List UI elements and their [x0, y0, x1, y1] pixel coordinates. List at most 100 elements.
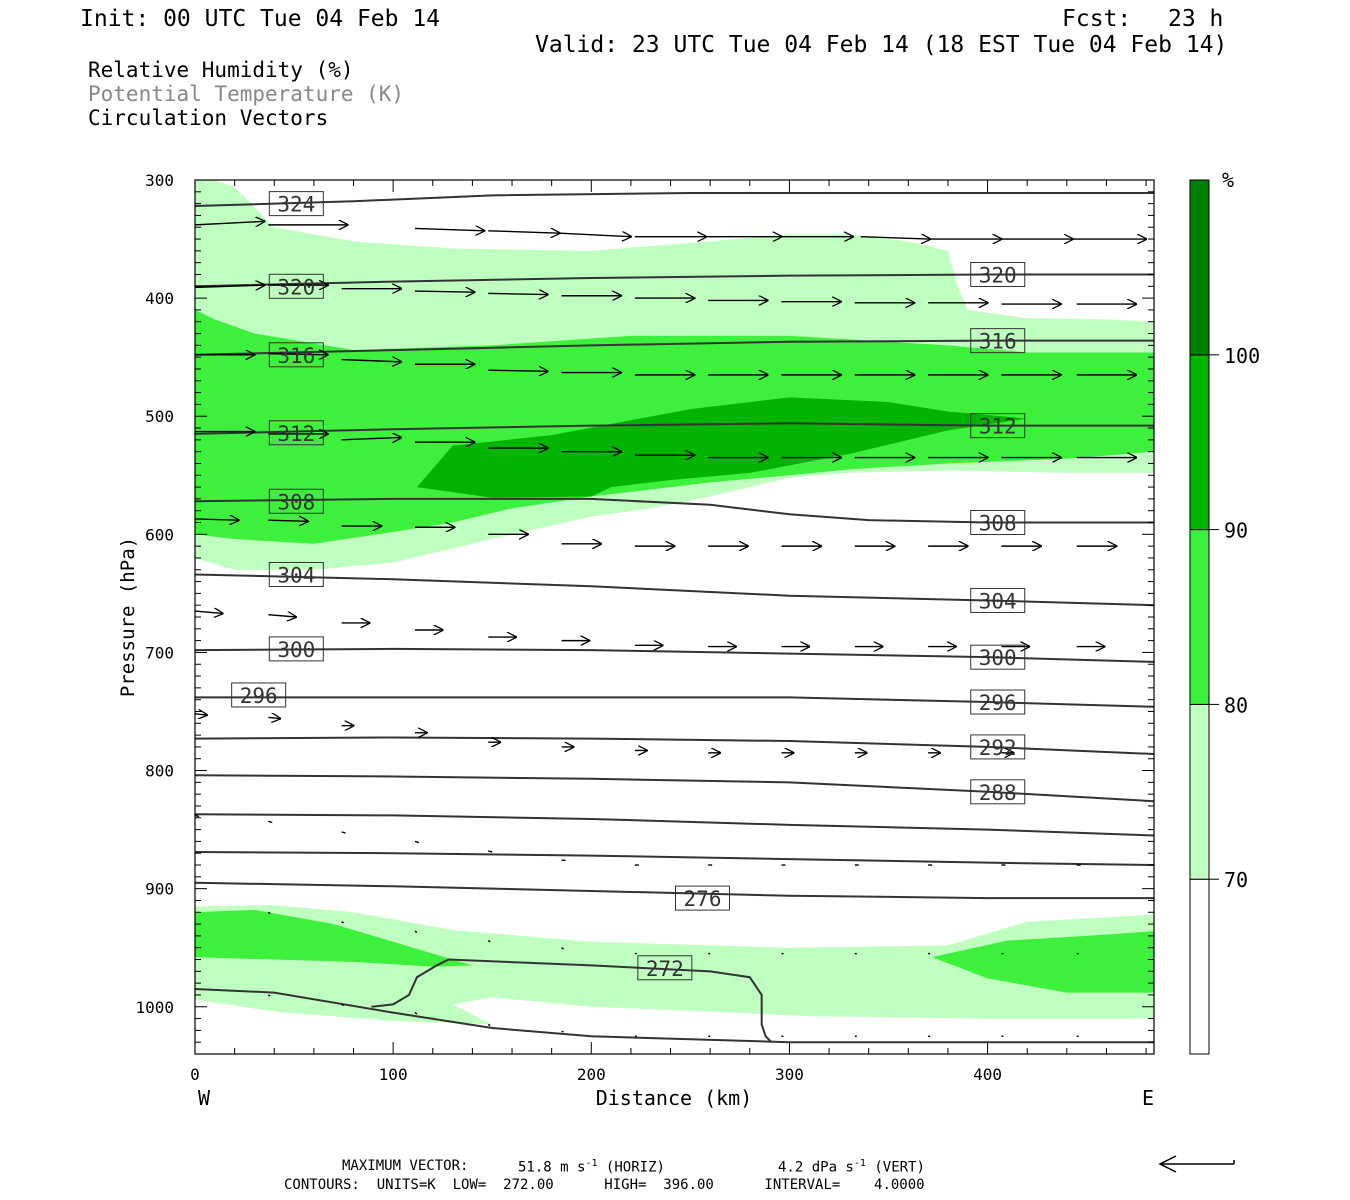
circulation-vector	[559, 233, 631, 237]
max-vector-vert: 4.2 dPa s-1 (VERT)	[778, 1158, 925, 1176]
theta-label-272-a14: 272	[637, 955, 693, 981]
theta-contour-280	[195, 851, 1154, 867]
theta-label-316-b2: 316	[970, 328, 1026, 354]
svg-text:296: 296	[240, 684, 278, 708]
theta-label-320-b1: 320	[970, 261, 1026, 287]
theta-label-276-a12: 276	[675, 885, 730, 911]
svg-text:320: 320	[979, 263, 1017, 287]
theta-label-312-a3: 312	[268, 420, 324, 446]
circulation-vector	[195, 285, 264, 287]
theta-contour-272	[195, 988, 1154, 1044]
circulation-vector	[488, 293, 547, 294]
svg-text:308: 308	[979, 512, 1017, 536]
rh-region-80-5	[932, 931, 1154, 993]
svg-text:304: 304	[277, 563, 315, 587]
x-west-label: W	[198, 1086, 211, 1110]
svg-text:296: 296	[979, 691, 1017, 715]
y-tick-label: 700	[145, 643, 174, 662]
theta-contour-layer	[195, 191, 1154, 1044]
max-vector-label: MAXIMUM VECTOR:	[342, 1158, 469, 1174]
circulation-vector	[268, 520, 308, 521]
theta-contour-308	[195, 497, 1154, 524]
circulation-vector	[488, 370, 547, 371]
circulation-vector	[488, 850, 493, 853]
circulation-vector	[195, 221, 264, 225]
circulation-vector	[488, 231, 559, 233]
circulation-vector	[487, 940, 491, 943]
colorbar-segment	[1189, 878, 1210, 1055]
svg-text:292: 292	[979, 736, 1017, 760]
x-east-label: E	[1142, 1086, 1154, 1110]
y-tick-label: 400	[145, 289, 174, 308]
x-tick-label: 300	[775, 1065, 804, 1084]
axis-layer: 300 400 500 600 700 800 900 1000 0 100 200 300 400	[135, 171, 1154, 1084]
colorbar-level-label: 80	[1224, 693, 1248, 717]
unit-exponent: -1	[853, 1158, 866, 1169]
svg-text:320: 320	[277, 275, 315, 299]
theta-label-288-b9: 288	[970, 779, 1026, 805]
y-axis-title: Pressure (hPa)	[117, 537, 139, 697]
circulation-vector	[268, 717, 280, 718]
theta-contour-288	[195, 774, 1154, 803]
theta-label-324-a0: 324	[268, 191, 324, 217]
theta-label-308-a4: 308	[268, 488, 324, 514]
svg-text:308: 308	[277, 490, 315, 514]
svg-text:300: 300	[979, 646, 1017, 670]
x-tick-label: 400	[973, 1065, 1002, 1084]
theta-label-296-a7: 296	[231, 682, 287, 708]
circulation-vector	[341, 360, 401, 362]
circulation-vector	[267, 994, 271, 997]
theta-label-300-a6: 300	[268, 636, 324, 662]
svg-text:312: 312	[277, 422, 315, 446]
circulation-vector	[341, 831, 346, 834]
y-tick-label: 900	[145, 880, 174, 899]
y-tick-label: 800	[145, 762, 174, 781]
max-vector-reference-arrow	[1158, 1155, 1235, 1173]
theta-contour-300	[195, 647, 1154, 663]
svg-text:288: 288	[979, 781, 1017, 805]
circulation-vector	[268, 820, 273, 824]
rh-region-90-2	[416, 397, 1028, 498]
colorbar-level-label: 90	[1224, 519, 1248, 543]
circulation-vector	[195, 611, 223, 613]
theta-contour-296	[195, 696, 1154, 708]
circulation-vector	[268, 354, 327, 355]
circulation-vector	[268, 615, 296, 617]
field-vectors-label: Circulation Vectors	[88, 106, 329, 130]
theta-label-304-b5: 304	[970, 587, 1026, 613]
vector-layer	[195, 221, 1146, 1037]
svg-text:304: 304	[979, 589, 1017, 613]
svg-text:324: 324	[277, 193, 315, 217]
colorbar-segment	[1189, 703, 1210, 880]
x-axis-title: Distance (km)	[596, 1086, 753, 1110]
theta-contour-284	[195, 813, 1154, 837]
theta-label-300-b6: 300	[970, 644, 1026, 670]
colorbar: 70 80 90 100	[1189, 179, 1260, 1055]
forecast-hour-value: 23 h	[1168, 6, 1224, 32]
circulation-vector	[341, 921, 344, 924]
circulation-vector	[195, 519, 239, 520]
colorbar-unit: %	[1222, 168, 1234, 192]
init-time: Init: 00 UTC Tue 04 Feb 14	[80, 6, 441, 32]
theta-contour-312	[195, 422, 1154, 435]
svg-text:276: 276	[684, 887, 722, 911]
theta-label-308-b4: 308	[970, 510, 1026, 536]
theta-contour-292	[195, 736, 1154, 756]
rh-region-80-4	[195, 909, 473, 967]
circulation-vector	[414, 930, 418, 933]
theta-contour-320	[195, 273, 1154, 288]
theta-label-304-a5: 304	[268, 561, 324, 587]
contour-info: CONTOURS: UNITS=K LOW= 272.00 HIGH= 396.…	[284, 1177, 925, 1193]
theta-label-320-a1: 320	[268, 273, 324, 299]
colorbar-segment	[1189, 179, 1210, 356]
theta-label-292-b8: 292	[970, 734, 1026, 760]
y-tick-label: 300	[145, 171, 174, 190]
circulation-vector	[860, 237, 930, 239]
x-tick-label: 200	[577, 1065, 606, 1084]
circulation-vector	[414, 228, 484, 230]
theta-contour-276	[195, 881, 1154, 900]
theta-label-296-b7: 296	[970, 689, 1026, 715]
svg-text:300: 300	[277, 638, 315, 662]
circulation-vector	[341, 437, 401, 439]
svg-text:272: 272	[646, 957, 684, 981]
